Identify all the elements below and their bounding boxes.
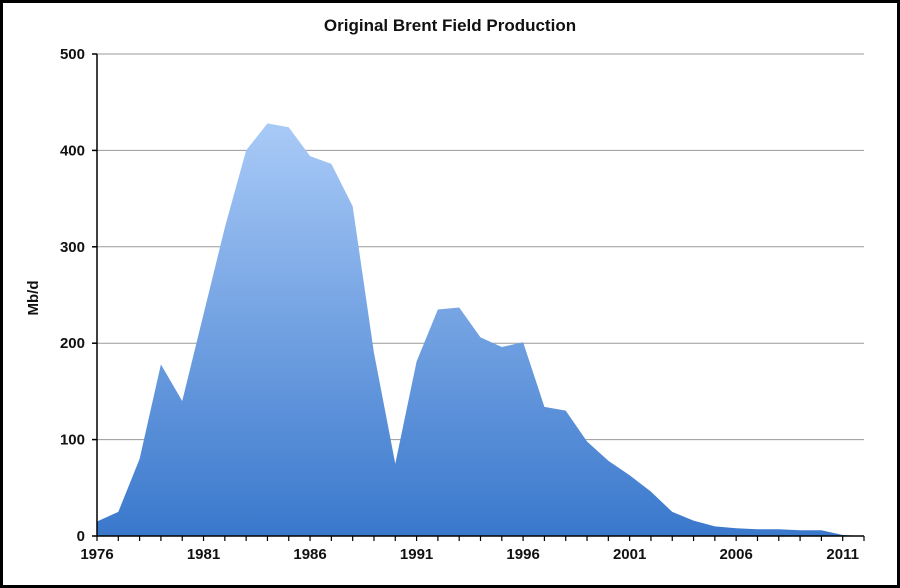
y-tick-label: 500 [60, 46, 85, 63]
x-axis-ticks: 1976 1981 1986 1991 1996 2001 2006 2011 [80, 536, 865, 563]
y-tick-label: 100 [60, 432, 85, 449]
x-tick-label: 1991 [400, 546, 433, 563]
y-axis-label: Mb/d [25, 281, 42, 316]
x-tick-label: 1986 [293, 546, 326, 563]
x-tick-label: 2011 [826, 546, 859, 563]
y-tick-label: 200 [60, 335, 85, 352]
x-tick-label: 2001 [613, 546, 646, 563]
chart-svg: Original Brent Field Production 0 100 200 3… [25, 16, 865, 563]
x-tick-label: 2006 [719, 546, 752, 563]
chart-frame: Original Brent Field Production 0 100 200 3… [3, 3, 897, 585]
area-series [97, 123, 864, 537]
production-area [97, 123, 864, 537]
x-tick-label: 1981 [187, 546, 220, 563]
x-tick-label: 1976 [80, 546, 113, 563]
y-tick-label: 400 [60, 142, 85, 159]
y-tick-label: 300 [60, 239, 85, 256]
chart-title: Original Brent Field Production [324, 16, 576, 35]
x-tick-label: 1996 [506, 546, 539, 563]
y-axis-ticks: 0 100 200 300 400 500 [60, 46, 97, 545]
y-tick-label: 0 [77, 528, 85, 545]
